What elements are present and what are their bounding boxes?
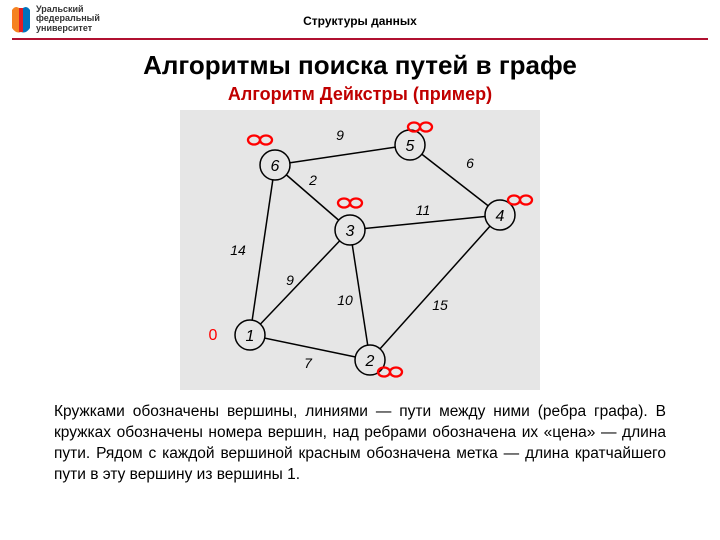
svg-text:7: 7 <box>304 355 313 371</box>
svg-text:4: 4 <box>496 208 505 225</box>
course-title: Структуры данных <box>0 14 720 28</box>
svg-text:9: 9 <box>286 272 294 288</box>
svg-text:3: 3 <box>346 223 355 240</box>
svg-text:6: 6 <box>466 155 474 171</box>
page-subtitle: Алгоритм Дейкстры (пример) <box>0 84 720 105</box>
page-title: Алгоритмы поиска путей в графе <box>0 50 720 81</box>
svg-text:2: 2 <box>308 172 317 188</box>
svg-text:15: 15 <box>432 297 448 313</box>
graph: 7 9 14 10 15 11 2 9 6 1 2 3 4 5 6 0 <box>180 110 540 390</box>
svg-text:2: 2 <box>365 353 375 370</box>
header-rule <box>12 38 708 40</box>
svg-text:10: 10 <box>337 292 353 308</box>
body-text: Кружками обозначены вершины, линиями — п… <box>54 402 666 486</box>
svg-text:9: 9 <box>336 127 344 143</box>
svg-text:11: 11 <box>416 202 431 218</box>
svg-text:5: 5 <box>406 138 415 155</box>
svg-text:1: 1 <box>246 328 255 345</box>
svg-text:0: 0 <box>209 327 218 344</box>
svg-text:14: 14 <box>230 242 246 258</box>
svg-text:6: 6 <box>271 158 280 175</box>
